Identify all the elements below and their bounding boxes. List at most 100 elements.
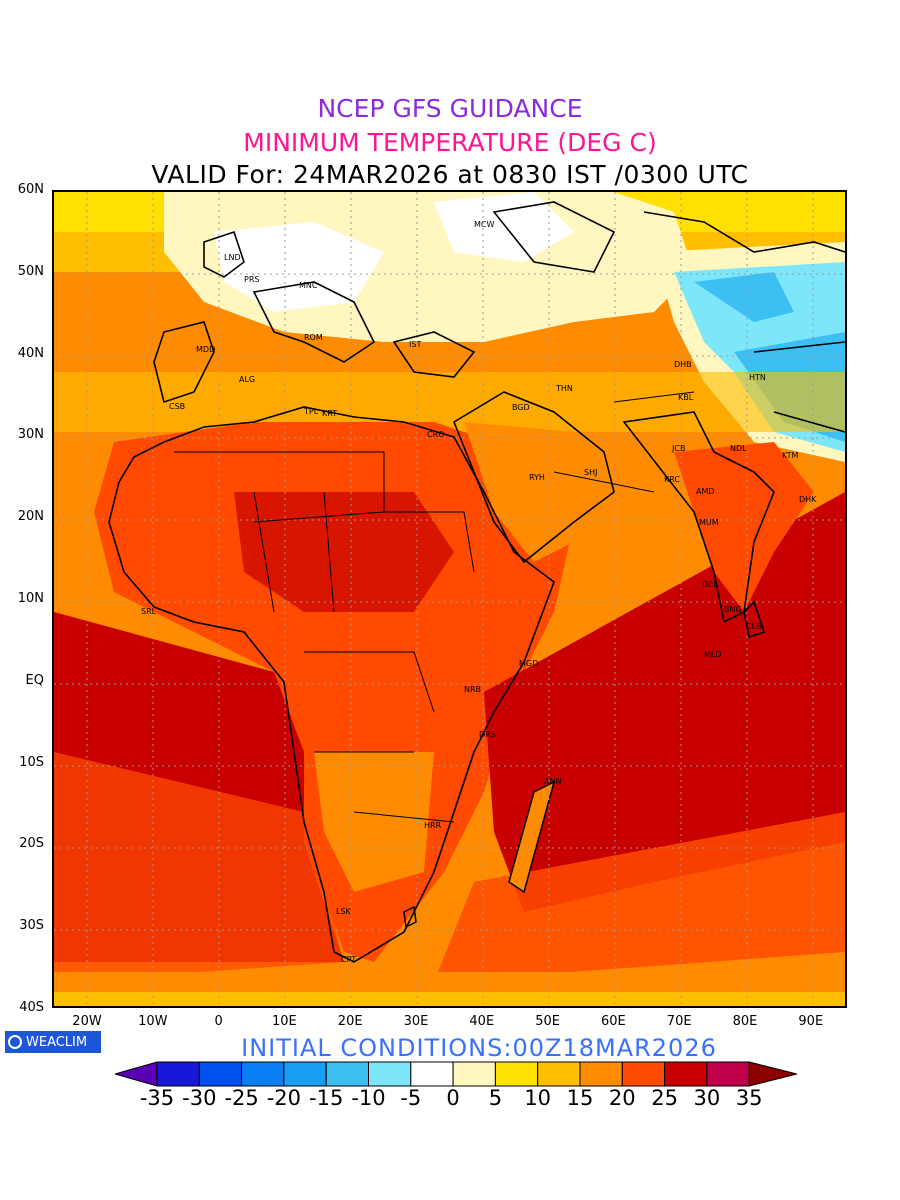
lat-label: 40N (17, 345, 44, 361)
station-label: DHB (674, 360, 692, 369)
station-label: ANN (544, 777, 561, 786)
lat-label: 10N (17, 591, 44, 606)
station-label: NDL (730, 444, 747, 453)
colorbar-label: -30 (182, 1086, 217, 1110)
colorbar-box (621, 1061, 666, 1087)
weaclim-logo: WEACLIM (5, 1031, 101, 1053)
lon-label: 80E (732, 1014, 758, 1029)
lat-label: 30N (17, 427, 44, 443)
colorbar-box (494, 1061, 539, 1087)
colorbar-box (198, 1061, 243, 1087)
colorbar-label: -5 (400, 1086, 422, 1110)
colorbar-box (368, 1061, 412, 1087)
station-label: HRR (424, 821, 442, 830)
lon-label: 50E (535, 1014, 560, 1029)
logo-icon (8, 1035, 22, 1049)
lon-label: 0 (214, 1014, 223, 1029)
lat-label: 30S (19, 918, 44, 934)
station-label: THN (555, 384, 573, 393)
colorbar-label: 20 (608, 1086, 636, 1110)
station-label: ALG (239, 375, 255, 384)
station-label: KRT (322, 409, 337, 418)
colorbar-label: 30 (693, 1086, 721, 1110)
lon-label: 10E (272, 1014, 297, 1029)
lon-label: 10W (138, 1014, 168, 1029)
station-label: AMD (696, 487, 715, 496)
colorbar-box (579, 1061, 623, 1087)
colorbar-label: -15 (309, 1086, 344, 1110)
lat-label: 50N (17, 263, 44, 279)
lon-label: 20W (72, 1014, 102, 1029)
colorbar-box (241, 1061, 285, 1087)
colorbar-label: -10 (351, 1086, 386, 1110)
station-label: SHJ (584, 468, 597, 477)
lat-label: 40S (19, 1000, 44, 1015)
station-label: MDD (196, 345, 215, 354)
station-label: KRC (664, 475, 680, 484)
station-label: ROM (304, 333, 323, 342)
lon-label: 30E (403, 1014, 429, 1029)
map-title: NCEP GFS GUIDANCE (317, 94, 583, 123)
colorbar-label: 0 (446, 1086, 460, 1110)
temperature-colorbar (115, 1061, 797, 1087)
colorbar-label: -35 (139, 1086, 175, 1110)
station-label: SRL (141, 607, 157, 616)
station-label: MNC (299, 281, 318, 290)
colorbar-label: 15 (566, 1086, 594, 1110)
lat-label: 60N (17, 182, 44, 197)
colorbar-label: -20 (266, 1086, 302, 1110)
station-label: TPL (303, 407, 319, 416)
colorbar-box (325, 1061, 369, 1087)
station-label: CPT (341, 955, 356, 964)
colorbar-label: -25 (224, 1086, 259, 1110)
station-label: DRS (479, 730, 496, 739)
logo-text: WEACLIM (26, 1034, 88, 1050)
lat-label: 20S (19, 836, 44, 852)
lon-label: 40E (469, 1014, 495, 1029)
colorbar-box (664, 1061, 708, 1087)
colorbar-label: 35 (735, 1086, 763, 1110)
station-label: MCW (474, 220, 494, 229)
colorbar-box (537, 1061, 581, 1087)
station-label: DHK (799, 495, 817, 504)
lat-label: 10S (19, 754, 44, 770)
station-label: HTN (749, 373, 766, 382)
station-label: DEL (702, 580, 718, 589)
station-label: LND (224, 253, 241, 262)
station-label: MGD (519, 659, 538, 668)
lon-label: 70E (666, 1014, 692, 1029)
colorbar-right-arrow (748, 1061, 797, 1087)
colorbar-box (156, 1061, 200, 1087)
station-label: JCB (671, 444, 685, 453)
station-label: CLB (746, 622, 762, 631)
lon-label: 90E (798, 1014, 824, 1029)
lat-label: EQ (25, 672, 44, 688)
station-label: IST (409, 340, 421, 349)
station-label: CSB (169, 402, 185, 411)
lat-label: 20N (17, 509, 44, 525)
map-canvas: MCW LND PRS MNC ROM MDD IST ALG CSB TPL KRT CRO BGD T… (54, 192, 845, 1006)
valid-time: VALID For: 24MAR2026 at 0830 IST /0300 U… (151, 160, 749, 189)
station-label: CRO (427, 430, 444, 439)
station-label: KBL (678, 393, 694, 402)
colorbar-box (410, 1061, 454, 1087)
station-label: KTM (782, 451, 799, 460)
colorbar-label: 10 (524, 1086, 552, 1110)
colorbar-box (283, 1061, 327, 1087)
temperature-map: MCW LND PRS MNC ROM MDD IST ALG CSB TPL KRT CRO BGD T… (52, 190, 847, 1008)
lon-label: 20E (337, 1014, 363, 1029)
station-label: NRB (464, 685, 481, 694)
colorbar-label: 25 (651, 1086, 678, 1110)
station-label: BNG (724, 605, 742, 614)
station-label: BGD (512, 403, 530, 412)
station-label: LSK (336, 907, 352, 916)
colorbar-label: 5 (488, 1086, 503, 1110)
station-label: PRS (244, 275, 259, 284)
lon-label: 60E (601, 1014, 626, 1029)
station-label: MLD (704, 650, 722, 659)
colorbar-box (706, 1061, 750, 1087)
station-label: MUM (699, 518, 719, 527)
station-label: RYH (529, 473, 545, 482)
map-subtitle: MINIMUM TEMPERATURE (DEG C) (243, 128, 657, 157)
colorbar-left-arrow (115, 1061, 158, 1087)
